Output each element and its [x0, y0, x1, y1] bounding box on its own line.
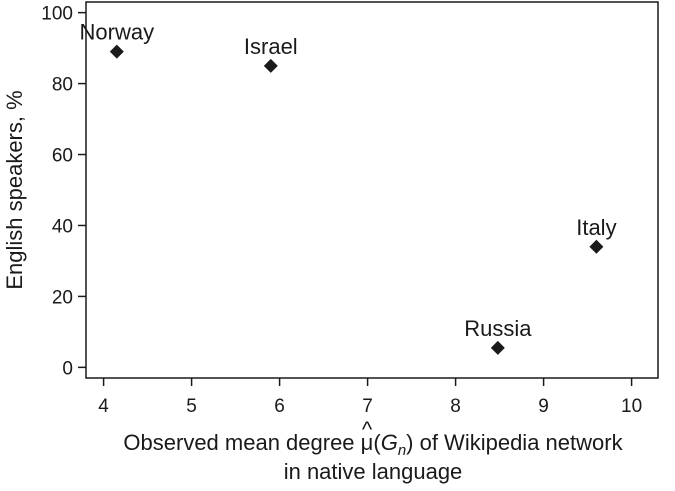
x-tick-label: 8	[450, 396, 461, 417]
x-tick-label: 10	[621, 396, 642, 417]
x-axis-title-hat: ^	[362, 417, 373, 442]
x-axis-title-var: G	[381, 430, 398, 455]
data-point-russia	[490, 340, 505, 355]
x-tick-label: 7	[362, 396, 373, 417]
y-tick-label: 60	[52, 146, 73, 167]
x-axis-title-close-paren: )	[406, 430, 413, 455]
x-axis: 4 5 6 7 8 9 10	[98, 378, 642, 417]
x-axis-title-line2: in native language	[284, 459, 463, 484]
x-axis-title-open-paren: (	[373, 430, 381, 455]
y-axis: 0 20 40 60 80 100	[41, 4, 86, 379]
point-label-russia: Russia	[464, 316, 532, 341]
point-label-norway: Norway	[80, 20, 155, 45]
x-axis-title-prefix: Observed mean degree	[123, 430, 360, 455]
x-axis-title-suffix: of Wikipedia network	[413, 430, 623, 455]
data-point-norway	[109, 44, 124, 59]
y-tick-label: 0	[62, 358, 73, 379]
plot-frame	[85, 1, 659, 379]
x-axis-title-mu: μ	[361, 430, 374, 455]
x-axis-title-line1: Observed mean degree μ(Gn) of Wikipedia …	[123, 430, 623, 459]
y-axis-title: English speakers, %	[2, 90, 27, 289]
data-points: Norway Israel Italy Russia	[80, 20, 617, 355]
data-point-italy	[589, 239, 604, 254]
point-label-israel: Israel	[244, 34, 298, 59]
y-tick-label: 100	[41, 4, 73, 25]
x-tick-label: 9	[538, 396, 549, 417]
y-tick-label: 80	[52, 75, 73, 96]
y-tick-label: 20	[52, 287, 73, 308]
data-point-israel	[263, 58, 278, 73]
x-tick-label: 6	[274, 396, 285, 417]
point-label-italy: Italy	[576, 215, 616, 240]
x-tick-label: 4	[98, 396, 109, 417]
y-tick-label: 40	[52, 216, 73, 237]
x-tick-label: 5	[186, 396, 197, 417]
x-axis-title-subscript: n	[398, 442, 406, 459]
